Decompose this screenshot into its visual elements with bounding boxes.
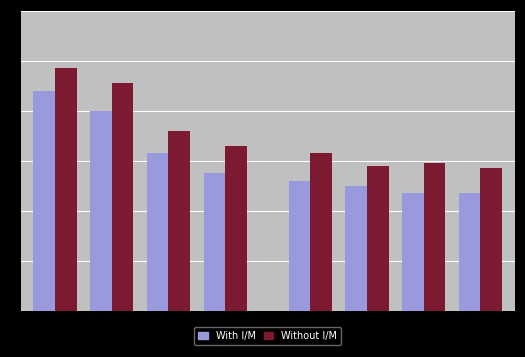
Bar xyxy=(169,131,190,311)
Bar xyxy=(367,166,388,311)
Bar xyxy=(112,83,133,311)
Bar xyxy=(402,193,424,311)
Bar xyxy=(345,186,367,311)
Bar xyxy=(424,163,445,311)
Bar xyxy=(225,146,247,311)
Bar xyxy=(310,153,332,311)
Bar xyxy=(480,168,502,311)
Bar xyxy=(34,91,55,311)
Legend: With I/M, Without I/M: With I/M, Without I/M xyxy=(194,327,341,345)
Bar xyxy=(147,153,169,311)
Bar xyxy=(90,111,112,311)
Bar xyxy=(204,173,225,311)
Bar xyxy=(459,193,480,311)
Bar xyxy=(55,68,77,311)
Bar xyxy=(289,181,310,311)
